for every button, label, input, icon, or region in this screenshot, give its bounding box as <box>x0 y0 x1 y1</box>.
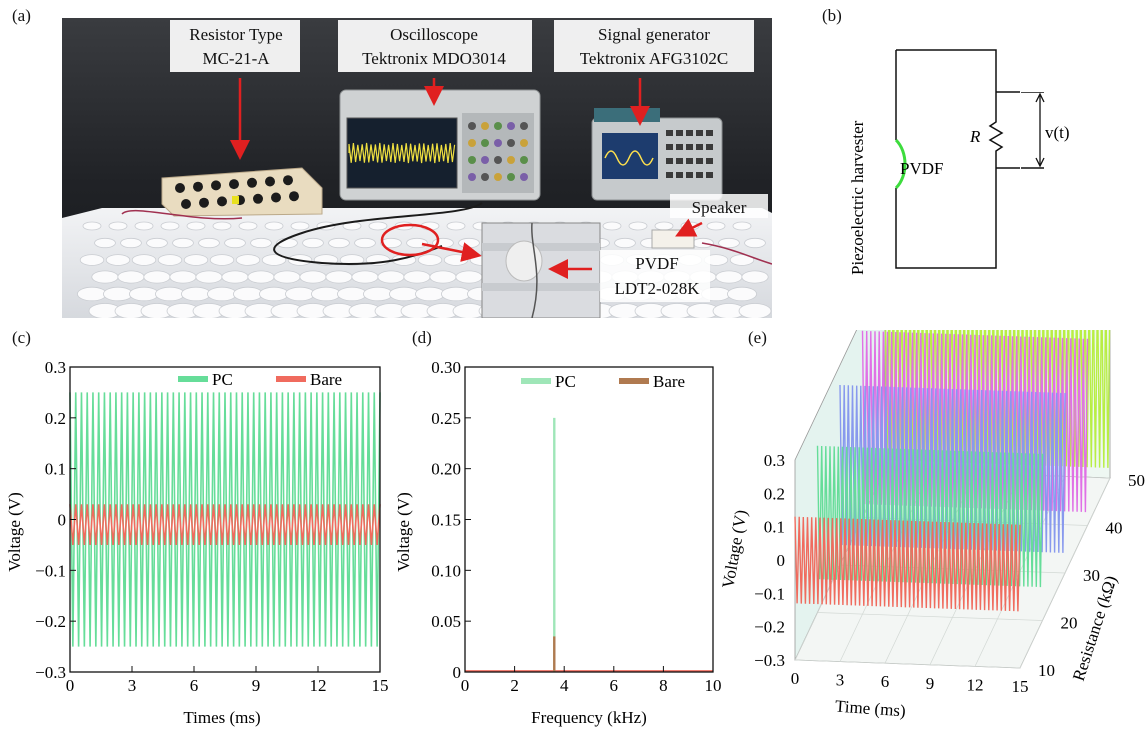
wire-bottom <box>895 168 997 269</box>
voltage-annotation: v(t) <box>1021 92 1070 169</box>
chart-c-xlabel: Times (ms) <box>183 708 260 727</box>
chart-c-legend-label-bare: Bare <box>310 370 342 389</box>
experimental-setup-photo: Resistor Type MC-21-A Oscilloscope Tektr… <box>62 18 772 318</box>
chart-e-ztick-label: 30 <box>1083 566 1100 585</box>
pvdf-label-1: PVDF <box>635 254 678 273</box>
chart-e-xtick-label: 9 <box>926 674 935 693</box>
chart-e-series-40 <box>861 330 1089 513</box>
pvdf-label-2: LDT2-028K <box>615 279 701 298</box>
chart-d-frame <box>464 366 714 673</box>
chart-e-ztick-label: 10 <box>1038 661 1055 680</box>
panel-label-e: (e) <box>748 328 767 347</box>
pvdf-inset <box>481 222 601 318</box>
resistor-symbol <box>988 92 1004 168</box>
chart-c-ytick-label: 0.2 <box>45 409 66 428</box>
pvdf-highlight-circle <box>380 223 440 257</box>
inset-arrow <box>421 242 482 262</box>
chart-e-series-30 <box>839 384 1066 553</box>
chart-d-xtick-label: 6 <box>610 676 619 695</box>
chart-c-series-bare <box>69 504 381 545</box>
chart-c-legend-label-pc: PC <box>212 370 233 389</box>
chart-c-ytick-label: −0.1 <box>35 561 66 580</box>
chart-c-xtick-label: 15 <box>372 676 389 695</box>
resistor-circuit-label: R <box>969 127 981 146</box>
chart-e-ytick-label: −0.2 <box>754 618 785 637</box>
siggen-label-1: Signal generator <box>598 25 710 44</box>
chart-c-series-pc <box>69 392 381 647</box>
resistor-label-2: MC-21-A <box>202 49 270 68</box>
circuit-diagram: Piezoelectric harvester PVDF R v(t) <box>850 49 1020 275</box>
chart-e-xtick-label: 12 <box>967 675 984 694</box>
panel-label-c: (c) <box>12 328 31 347</box>
wire-top <box>896 49 997 92</box>
panel-label-d: (d) <box>412 328 432 347</box>
chart-e-ytick-label: −0.1 <box>754 584 785 603</box>
chart-e-ztick-label: 50 <box>1128 471 1145 490</box>
chart-c-xtick-label: 12 <box>310 676 327 695</box>
chart-d-ytick-label: 0.15 <box>431 511 461 530</box>
chart-c-xtick-label: 0 <box>66 676 75 695</box>
resistor-box <box>161 167 323 217</box>
chart-d-ytick-label: 0.10 <box>431 561 461 580</box>
chart-d-legend-label-bare: Bare <box>653 372 685 391</box>
chart-c-ytick-label: 0.1 <box>45 460 66 479</box>
chart-d-legend-label-pc: PC <box>555 372 576 391</box>
chart-d-xtick-label: 0 <box>461 676 470 695</box>
chart-e-ztick-label: 20 <box>1061 614 1078 633</box>
chart-d-ytick-label: 0 <box>453 663 462 682</box>
chart-d-xtick-label: 4 <box>560 676 569 695</box>
chart-c-ytick-label: 0.3 <box>45 358 66 377</box>
chart-d-xtick-label: 2 <box>510 676 519 695</box>
speaker <box>651 229 695 249</box>
chart-e-ytick-label: 0.3 <box>764 451 785 470</box>
signal-generator <box>591 108 723 201</box>
chart-e-ytick-label: 0.2 <box>764 484 785 503</box>
pvdf-circuit-label: PVDF <box>900 159 943 178</box>
scope-label-2: Tektronix MDO3014 <box>362 49 506 68</box>
chart-e-ytick-label: 0.1 <box>764 518 785 537</box>
panel-label-a: (a) <box>12 6 31 25</box>
chart-c-xtick-label: 3 <box>128 676 137 695</box>
chart-e-xtick-label: 6 <box>881 672 890 691</box>
chart-d-xtick-label: 8 <box>659 676 668 695</box>
chart-e-ylabel: Voltage (V) <box>720 508 751 590</box>
chart-e-ytick-label: 0 <box>777 551 786 570</box>
panel-label-b: (b) <box>822 6 842 25</box>
chart-c-xtick-label: 9 <box>252 676 261 695</box>
chart-d-ylabel: Voltage (V) <box>395 492 413 571</box>
siggen-label-2: Tektronix AFG3102C <box>580 49 729 68</box>
chart-c-ytick-label: 0 <box>58 511 67 530</box>
scope-label-1: Oscilloscope <box>390 25 478 44</box>
chart-e-xtick-label: 15 <box>1012 677 1029 696</box>
resistor-label-1: Resistor Type <box>189 25 282 44</box>
pvdf-element <box>894 138 907 190</box>
harvester-label: Piezoelectric harvester <box>850 120 867 275</box>
chart-d-ytick-label: 0.20 <box>431 460 461 479</box>
chart-e-series-20 <box>816 445 1044 588</box>
chart-e-ztick-label: 40 <box>1106 519 1123 538</box>
chart-c-ytick-label: −0.3 <box>35 663 66 682</box>
voltage-label: v(t) <box>1045 123 1070 142</box>
oscilloscope <box>339 89 541 201</box>
speaker-label: Speaker <box>692 198 747 217</box>
chart-d-ytick-label: 0.25 <box>431 409 461 428</box>
chart-c-xtick-label: 6 <box>190 676 199 695</box>
chart-e-xlabel: Time (ms) <box>834 697 906 721</box>
chart-d-ytick-label: 0.05 <box>431 612 461 631</box>
chart-d-xlabel: Frequency (kHz) <box>531 708 647 727</box>
chart-d-ytick-label: 0.30 <box>431 358 461 377</box>
chart-e-series-10 <box>794 516 1021 612</box>
chart-e-3d-resistance: 0 3 6 9 12 15 −0.3 −0.2 −0.1 0 0.1 0.2 0.3 10 20 30 40 50… <box>720 330 1145 721</box>
chart-e-ytick-label: −0.3 <box>754 651 785 670</box>
chart-c-ytick-label: −0.2 <box>35 612 66 631</box>
chart-e-xtick-label: 3 <box>836 671 845 690</box>
chart-c-ylabel: Voltage (V) <box>5 492 24 571</box>
chart-c-time-domain: 0 3 6 9 12 15 −0.3 −0.2 −0.1 0 0.1 0.2 0.3 PC Bare Ti… <box>5 358 389 727</box>
speaker-arrow <box>675 218 703 237</box>
chart-e-xtick-label: 0 <box>791 669 800 688</box>
chart-d-xtick-label: 10 <box>705 676 722 695</box>
